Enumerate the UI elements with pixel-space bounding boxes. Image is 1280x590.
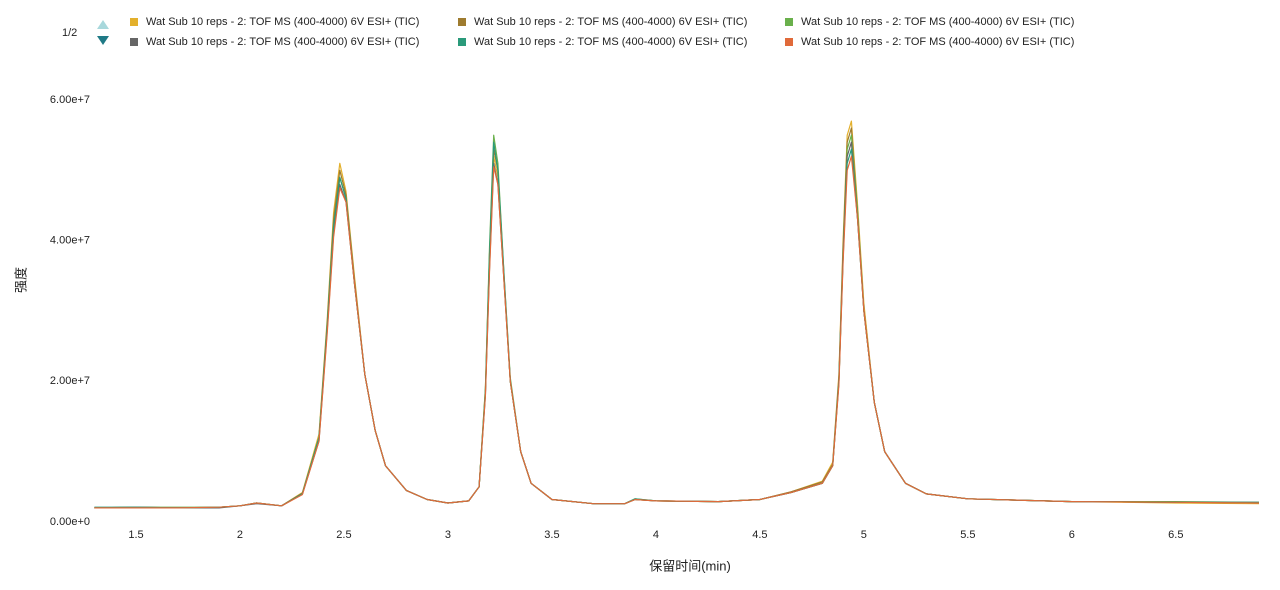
series-line bbox=[94, 141, 1259, 509]
legend-swatch bbox=[785, 38, 793, 46]
legend-page-down[interactable] bbox=[97, 36, 109, 45]
legend-swatch bbox=[458, 38, 466, 46]
y-tick-label: 0.00e+0 bbox=[50, 516, 90, 528]
legend-label: Wat Sub 10 reps - 2: TOF MS (400-4000) 6… bbox=[801, 36, 1074, 48]
series-line bbox=[94, 120, 1260, 509]
x-tick-label: 1.5 bbox=[128, 529, 143, 541]
legend-label: Wat Sub 10 reps - 2: TOF MS (400-4000) 6… bbox=[474, 16, 747, 28]
x-tick-label: 3 bbox=[445, 529, 451, 541]
series-line bbox=[94, 155, 1260, 509]
series-line bbox=[94, 127, 1260, 509]
x-tick-label: 5 bbox=[861, 529, 867, 541]
y-axis-label: 强度 bbox=[13, 267, 28, 293]
x-tick-label: 5.5 bbox=[960, 529, 975, 541]
y-tick-label: 6.00e+7 bbox=[50, 94, 90, 106]
y-tick-label: 2.00e+7 bbox=[50, 375, 90, 387]
x-tick-label: 2.5 bbox=[336, 529, 351, 541]
legend-swatch bbox=[785, 18, 793, 26]
legend-swatch bbox=[130, 38, 138, 46]
series-line bbox=[94, 134, 1260, 509]
x-tick-label: 6.5 bbox=[1168, 529, 1183, 541]
legend-label: Wat Sub 10 reps - 2: TOF MS (400-4000) 6… bbox=[146, 36, 419, 48]
x-tick-label: 4 bbox=[653, 529, 659, 541]
legend-page-up[interactable] bbox=[97, 20, 109, 29]
x-tick-label: 4.5 bbox=[752, 529, 767, 541]
x-tick-label: 6 bbox=[1069, 529, 1075, 541]
legend-swatch bbox=[130, 18, 138, 26]
x-tick-label: 2 bbox=[237, 529, 243, 541]
y-tick-label: 4.00e+7 bbox=[50, 235, 90, 247]
legend-label: Wat Sub 10 reps - 2: TOF MS (400-4000) 6… bbox=[474, 36, 747, 48]
legend-label: Wat Sub 10 reps - 2: TOF MS (400-4000) 6… bbox=[146, 16, 419, 28]
legend-swatch bbox=[458, 18, 466, 26]
x-axis-label: 保留时间(min) bbox=[649, 558, 731, 573]
series-line bbox=[94, 141, 1259, 509]
legend-page: 1/2 bbox=[62, 27, 77, 39]
legend-label: Wat Sub 10 reps - 2: TOF MS (400-4000) 6… bbox=[801, 16, 1074, 28]
x-tick-label: 3.5 bbox=[544, 529, 559, 541]
